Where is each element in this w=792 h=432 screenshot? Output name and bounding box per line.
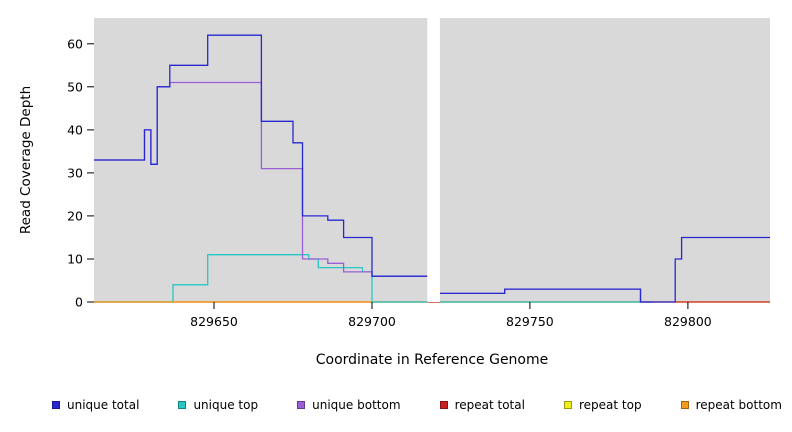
legend-swatch-icon — [439, 401, 448, 409]
legend-item-unique-top: unique top — [178, 398, 258, 412]
chart-canvas: 0 10 20 30 40 50 60 829650 829700 829750 829800 — [67, 18, 770, 329]
y-tick-label: 20 — [67, 208, 83, 223]
series-line-unique-total — [439, 236, 770, 303]
legend-swatch-icon — [52, 401, 60, 409]
x-tick-label: 829700 — [348, 314, 396, 329]
legend-label: unique bottom — [312, 398, 401, 412]
legend-label: repeat top — [578, 398, 642, 412]
y-tick-label: 60 — [67, 36, 83, 51]
x-tick-label: 829800 — [664, 314, 712, 329]
legend-swatch-icon — [297, 401, 306, 409]
legend-swatch-icon — [178, 401, 187, 409]
legend-item-repeat-total: repeat total — [439, 398, 525, 412]
coverage-gap-band — [427, 18, 440, 302]
legend-label: repeat total — [454, 398, 525, 412]
legend-label: unique total — [67, 398, 140, 412]
legend-label: repeat bottom — [695, 398, 782, 412]
x-tick-label: 829650 — [190, 314, 238, 329]
y-tick-label: 40 — [67, 122, 83, 137]
x-tick-label: 829750 — [506, 314, 554, 329]
y-axis-label: Read Coverage Depth — [18, 85, 34, 235]
legend-item-repeat-top: repeat top — [563, 398, 642, 412]
y-tick-label: 10 — [67, 252, 83, 267]
legend-item-unique-bottom: unique bottom — [297, 398, 401, 412]
legend-label: unique top — [193, 398, 259, 412]
legend: unique total unique top unique bottom repea… — [52, 398, 782, 412]
legend-swatch-icon — [563, 401, 572, 409]
y-tick-label: 50 — [67, 79, 83, 94]
y-tick-label: 30 — [67, 165, 83, 180]
legend-item-repeat-bottom: repeat bottom — [680, 398, 782, 412]
x-axis-label: Coordinate in Reference Genome — [315, 352, 549, 368]
series-line-unique-total — [94, 34, 428, 277]
legend-item-unique-total: unique total — [52, 398, 139, 412]
legend-swatch-icon — [680, 401, 689, 409]
y-tick-label: 0 — [75, 295, 83, 310]
